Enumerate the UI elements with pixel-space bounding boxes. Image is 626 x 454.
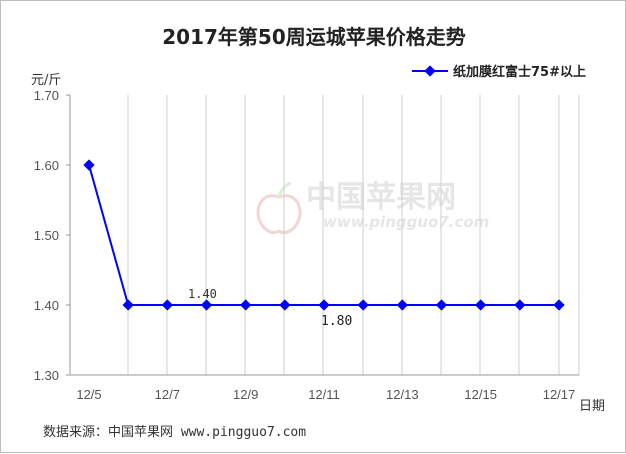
data-point-marker [161,299,173,311]
chart-title: 2017年第50周运城苹果价格走势 [162,25,466,49]
x-tick-label: 12/7 [155,387,180,402]
data-point-marker [396,299,408,311]
legend: 纸加膜红富士75#以上 [412,64,586,80]
data-point-marker [240,299,252,311]
data-point-marker [122,299,134,311]
watermark: 中国苹果网 www.pingguo7.com [256,180,489,234]
data-point-marker [514,299,526,311]
data-point-marker [279,299,291,311]
x-axis-label: 日期 [579,399,605,414]
watermark-url: www.pingguo7.com [323,213,489,231]
y-tick-label: 1.70 [34,88,59,103]
data-point-marker [83,159,95,171]
data-point-marker [200,299,213,311]
data-point-marker [318,299,330,311]
data-point-marker [553,299,565,311]
y-tick-labels: 1.30 1.40 1.50 1.60 1.70 [34,88,59,383]
data-point-marker [357,299,369,311]
watermark-text: 中国苹果网 [306,180,456,215]
y-tick-label: 1.50 [34,228,59,243]
axes [66,94,579,376]
y-tick-label: 1.60 [34,158,59,173]
legend-swatch-marker [424,65,436,77]
x-tick-labels: 12/5 12/7 12/9 12/11 12/13 12/15 12/17 [76,387,575,402]
series-layer [83,159,565,311]
x-tick-label: 12/13 [386,387,419,402]
data-point-marker [475,299,487,311]
y-tick-label: 1.40 [34,298,59,313]
apple-logo-icon [256,181,302,234]
y-axis-label: 元/斤 [31,73,61,88]
data-annotation-1: 1.40 [188,287,217,301]
x-tick-label: 12/11 [308,387,340,402]
x-tick-label: 12/17 [543,387,576,402]
y-tick-label: 1.30 [34,368,59,383]
x-tick-label: 12/9 [233,387,258,402]
legend-label: 纸加膜红富士75#以上 [453,64,586,80]
x-tick-label: 12/5 [76,387,101,402]
data-point-marker [435,299,448,311]
source-note: 数据来源：中国苹果网 www.pingguo7.com [43,425,306,440]
data-annotation-2: 1.80 [321,314,352,329]
grid-lines [69,95,580,375]
x-tick-label: 12/15 [464,387,497,402]
